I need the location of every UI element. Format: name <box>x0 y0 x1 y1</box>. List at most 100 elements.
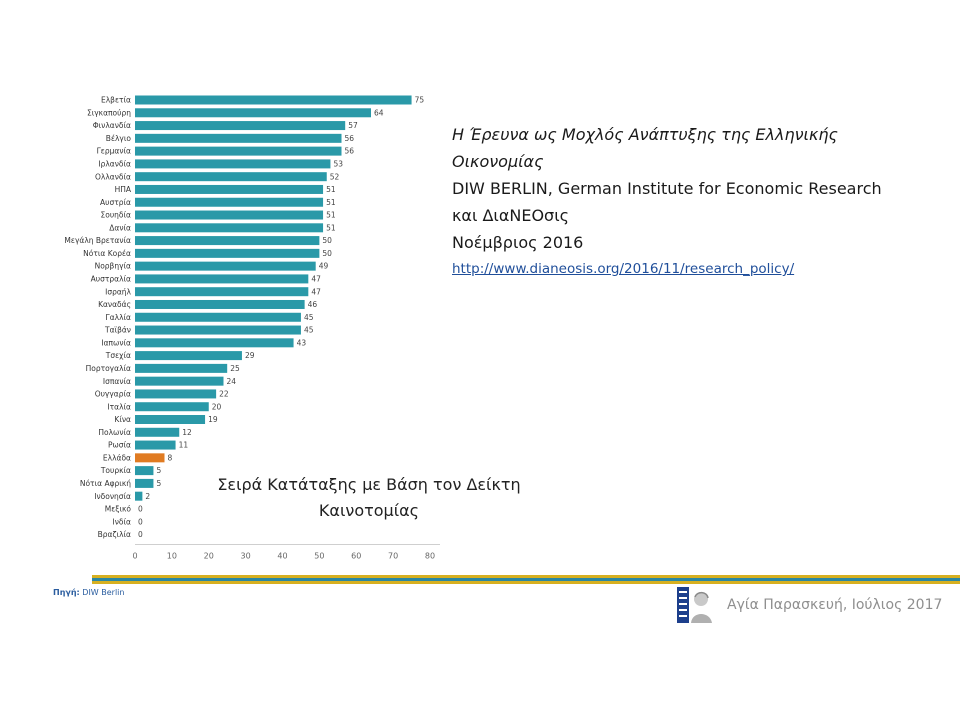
value-label: 45 <box>304 326 314 335</box>
university-logo-icon <box>677 587 712 623</box>
x-tick-label: 50 <box>314 552 324 561</box>
x-tick-label: 0 <box>132 552 137 561</box>
category-label: Ιταλία <box>107 402 131 411</box>
value-label: 19 <box>208 415 218 424</box>
source-text: DIW Berlin <box>82 588 125 597</box>
bar <box>135 466 154 476</box>
category-label: Μεξικό <box>105 505 132 514</box>
bar <box>135 248 320 258</box>
value-label: 47 <box>311 287 321 296</box>
bar <box>135 363 228 373</box>
value-label: 50 <box>322 249 332 258</box>
category-label: Ιαπωνία <box>101 338 131 347</box>
value-label: 20 <box>212 402 222 411</box>
category-label: Βραζιλία <box>98 530 131 539</box>
value-label: 22 <box>219 390 229 399</box>
x-tick-label: 40 <box>277 552 287 561</box>
value-label: 43 <box>297 338 307 347</box>
value-label: 2 <box>145 492 150 501</box>
bar <box>135 415 206 424</box>
category-label: Πολωνία <box>98 428 131 437</box>
value-label: 49 <box>319 262 329 271</box>
study-partner-line: και ΔιαΝΕΟσις <box>452 206 569 225</box>
value-label: 51 <box>326 198 336 207</box>
value-label: 12 <box>182 428 192 437</box>
footer-stripe-teal <box>92 578 960 581</box>
study-info: Η Έρευνα ως Μοχλός Ανάπτυξης της Ελληνικ… <box>452 121 942 283</box>
category-label: Δανία <box>109 223 131 232</box>
bar <box>135 197 324 207</box>
category-label: Ολλανδία <box>95 172 131 181</box>
chart-caption-line1: Σειρά Κατάταξης με Βάση τον Δείκτη <box>217 475 521 494</box>
value-label: 8 <box>168 453 173 462</box>
bar <box>135 453 165 463</box>
bar <box>135 172 327 182</box>
chart-caption-line2: Καινοτομίας <box>318 501 420 520</box>
category-label: Ινδία <box>113 517 132 526</box>
category-label: Μεγάλη Βρετανία <box>64 236 131 245</box>
value-label: 51 <box>326 211 336 220</box>
category-label: Σιγκαπούρη <box>87 108 131 117</box>
value-label: 24 <box>227 377 237 386</box>
bar <box>135 440 176 450</box>
category-label: Ισπανία <box>103 377 131 386</box>
x-tick-label: 70 <box>388 552 398 561</box>
bar <box>135 478 154 488</box>
footer-stripe-gold-top <box>92 575 960 578</box>
category-label: Γαλλία <box>106 313 132 322</box>
category-label: Σουηδία <box>101 211 132 220</box>
category-label: Ελβετία <box>101 96 131 105</box>
category-label: Ιρλανδία <box>98 160 131 169</box>
bar <box>135 351 242 361</box>
category-label: Ουγγαρία <box>95 390 131 399</box>
value-label: 56 <box>345 147 355 156</box>
x-tick-label: 80 <box>425 552 435 561</box>
x-tick-label: 20 <box>204 552 214 561</box>
value-label: 46 <box>308 300 318 309</box>
bar <box>135 287 309 297</box>
footer-stripe-gold-bottom <box>92 581 960 584</box>
bar <box>135 312 301 322</box>
category-label: Αυστρία <box>100 198 131 207</box>
bar <box>135 389 217 399</box>
value-label: 75 <box>415 96 425 105</box>
category-label: Νότια Κορέα <box>83 249 131 258</box>
category-label: Τσεχία <box>105 351 131 360</box>
bar <box>135 146 342 156</box>
study-date-line: Νοέμβριος 2016 <box>452 233 584 252</box>
bar <box>135 338 294 348</box>
value-label: 25 <box>230 364 240 373</box>
study-author-line: DIW BERLIN, German Institute for Economi… <box>452 179 882 198</box>
category-label: Αυστραλία <box>91 275 131 284</box>
source-note: Πηγή: DIW Berlin <box>53 588 124 597</box>
value-label: 0 <box>138 530 143 539</box>
category-label: Πορτογαλία <box>86 364 131 373</box>
value-label: 0 <box>138 517 143 526</box>
value-label: 52 <box>330 172 340 181</box>
category-label: Τουρκία <box>100 466 131 475</box>
bar <box>135 210 324 220</box>
value-label: 53 <box>333 160 343 169</box>
source-label: Πηγή: <box>53 588 80 597</box>
category-label: Καναδάς <box>98 300 131 309</box>
bar <box>135 159 331 169</box>
value-label: 64 <box>374 108 384 117</box>
study-title-line2: Οικονομίας <box>452 152 544 171</box>
chart-caption: Σειρά Κατάταξης με Βάση τον Δείκτη Καινο… <box>195 472 543 524</box>
value-label: 45 <box>304 313 314 322</box>
bar <box>135 121 346 131</box>
bar <box>135 108 371 118</box>
category-label: Ελλάδα <box>103 453 131 462</box>
bar <box>135 261 316 271</box>
study-link[interactable]: http://www.dianeosis.org/2016/11/researc… <box>452 261 795 277</box>
category-label: ΗΠΑ <box>115 185 132 194</box>
category-label: Ινδονησία <box>94 492 131 501</box>
value-label: 11 <box>179 441 189 450</box>
value-label: 51 <box>326 185 336 194</box>
bar <box>135 491 143 501</box>
category-label: Ισραήλ <box>105 287 131 296</box>
bar <box>135 133 342 143</box>
value-label: 50 <box>322 236 332 245</box>
category-label: Ταϊβάν <box>104 326 131 335</box>
